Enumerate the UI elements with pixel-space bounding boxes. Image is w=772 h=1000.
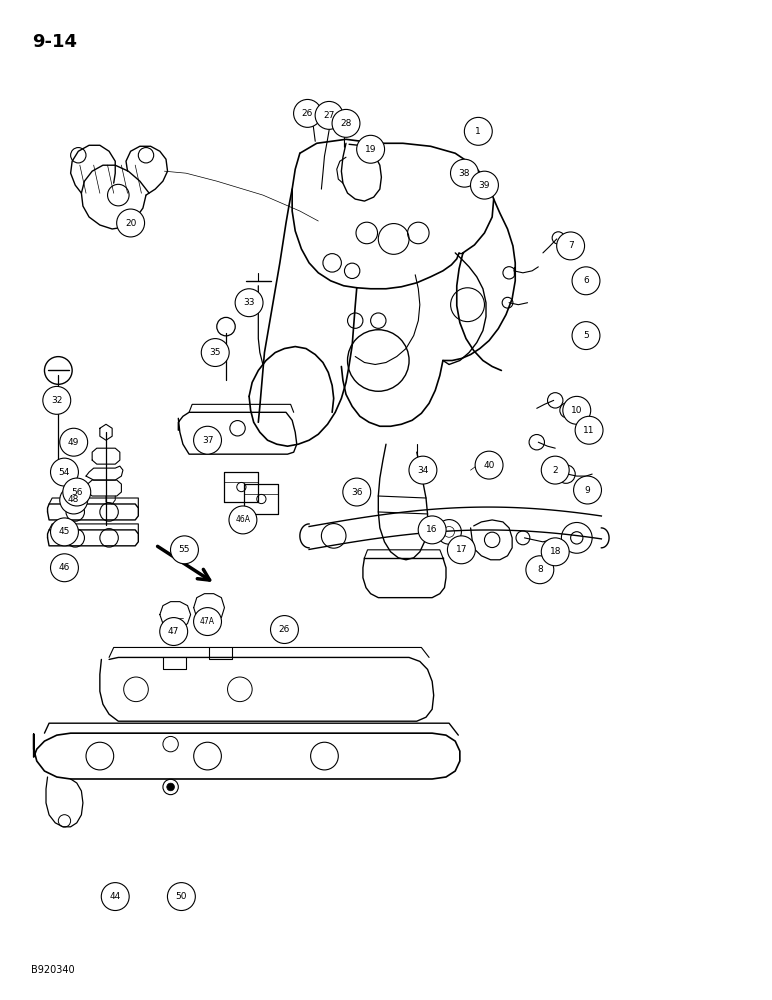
Text: 38: 38 [459,169,470,178]
Circle shape [541,456,569,484]
Text: B920340: B920340 [31,965,74,975]
Text: 36: 36 [351,488,363,497]
Circle shape [42,386,71,414]
Text: 28: 28 [340,119,352,128]
Text: 16: 16 [426,525,438,534]
Circle shape [194,608,222,636]
Circle shape [293,99,321,127]
Circle shape [470,171,499,199]
Text: 33: 33 [243,298,255,307]
Circle shape [357,135,384,163]
Circle shape [59,486,88,514]
Text: 18: 18 [550,547,561,556]
Text: 34: 34 [417,466,428,475]
Circle shape [526,556,554,584]
Circle shape [50,458,79,486]
Text: 39: 39 [479,181,490,190]
Text: 8: 8 [537,565,543,574]
Text: 46: 46 [59,563,70,572]
Circle shape [50,554,79,582]
Text: 44: 44 [110,892,121,901]
Circle shape [63,478,91,506]
Circle shape [475,451,503,479]
Text: 49: 49 [68,438,80,447]
Circle shape [315,101,343,129]
Text: 26: 26 [302,109,313,118]
Circle shape [168,883,195,911]
Text: 2: 2 [553,466,558,475]
Text: 47: 47 [168,627,179,636]
Circle shape [59,428,88,456]
Circle shape [117,209,144,237]
Circle shape [563,396,591,424]
Circle shape [418,516,446,544]
Text: 7: 7 [567,241,574,250]
Text: 47A: 47A [200,617,215,626]
Text: 55: 55 [178,545,190,554]
Circle shape [101,883,129,911]
Circle shape [448,536,476,564]
Text: 46A: 46A [235,515,250,524]
Circle shape [409,456,437,484]
Text: 32: 32 [51,396,63,405]
Text: 5: 5 [583,331,589,340]
Text: 19: 19 [365,145,377,154]
Text: 56: 56 [71,488,83,497]
Text: 1: 1 [476,127,481,136]
Circle shape [464,117,493,145]
Circle shape [50,518,79,546]
Text: 9-14: 9-14 [32,33,77,51]
Circle shape [306,109,317,120]
Text: 10: 10 [571,406,583,415]
Text: 40: 40 [483,461,495,470]
Text: 48: 48 [68,495,80,504]
Text: 11: 11 [584,426,594,435]
Circle shape [572,322,600,350]
Text: 6: 6 [583,276,589,285]
Circle shape [332,109,360,137]
Circle shape [160,618,188,645]
Text: 50: 50 [176,892,187,901]
Text: 37: 37 [201,436,213,445]
Circle shape [167,783,174,791]
Text: 54: 54 [59,468,70,477]
Circle shape [557,232,584,260]
Circle shape [235,289,263,317]
Circle shape [201,339,229,366]
Circle shape [572,267,600,295]
Circle shape [340,120,351,131]
Circle shape [451,159,479,187]
Circle shape [541,538,569,566]
Text: 20: 20 [125,219,137,228]
Circle shape [574,476,601,504]
Text: 9: 9 [584,486,591,495]
Circle shape [194,426,222,454]
Text: 27: 27 [323,111,335,120]
Circle shape [229,506,257,534]
Text: 17: 17 [455,545,467,554]
Circle shape [575,416,603,444]
Circle shape [270,616,299,643]
Text: 45: 45 [59,527,70,536]
Text: 35: 35 [209,348,221,357]
Circle shape [171,536,198,564]
Circle shape [343,478,371,506]
Text: 26: 26 [279,625,290,634]
